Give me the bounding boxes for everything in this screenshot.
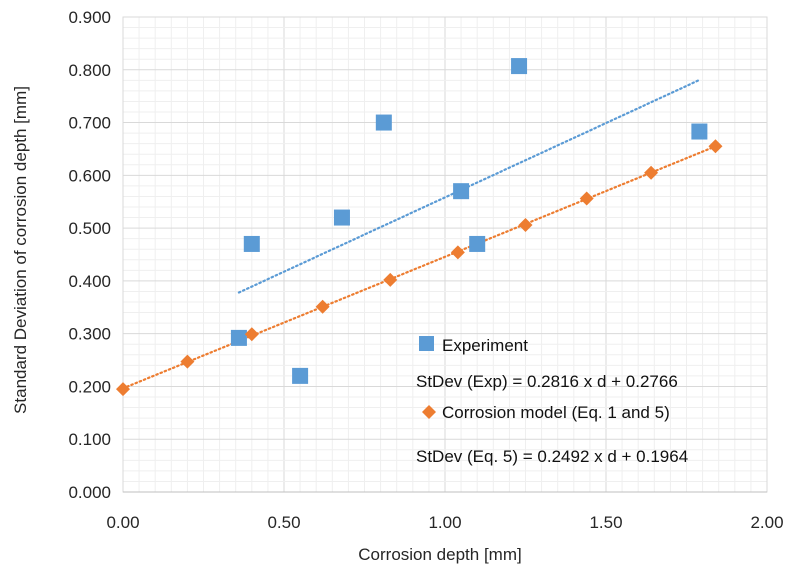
y-tick-label: 0.000 [68, 483, 111, 502]
y-axis-ticks: 0.000 0.100 0.200 0.300 0.400 0.500 0.600 0.700… [68, 8, 111, 502]
legend-equation-corrosion-model: StDev (Eq. 5) = 0.2492 x d + 0.1964 [416, 447, 688, 466]
corrosion-model-point [116, 382, 130, 397]
experiment-point [469, 235, 486, 252]
y-tick-label: 0.300 [68, 325, 111, 344]
x-tick-label: 1.50 [589, 513, 622, 532]
plot-area [122, 16, 768, 493]
x-tick-label: 1.00 [428, 513, 461, 532]
legend-equation-experiment: StDev (Exp) = 0.2816 x d + 0.2766 [416, 372, 678, 391]
y-tick-label: 0.700 [68, 114, 111, 133]
experiment-point [691, 123, 708, 140]
legend-label-corrosion-model: Corrosion model (Eq. 1 and 5) [442, 403, 670, 422]
y-tick-label: 0.100 [68, 430, 111, 449]
x-axis-ticks: 0.00 0.50 1.00 1.50 2.00 [106, 513, 783, 532]
legend: Experiment StDev (Exp) = 0.2816 x d + 0.… [416, 336, 688, 466]
corrosion-model-point [383, 272, 398, 287]
grid [123, 17, 767, 492]
experiment-point [292, 367, 309, 384]
y-tick-label: 0.400 [68, 272, 111, 291]
y-tick-label: 0.800 [68, 61, 111, 80]
x-tick-label: 0.00 [106, 513, 139, 532]
experiment-point [243, 235, 260, 252]
y-tick-label: 0.600 [68, 166, 111, 185]
x-tick-label: 0.50 [267, 513, 300, 532]
y-tick-label: 0.200 [68, 377, 111, 396]
trendline-corrosion-model [121, 145, 717, 390]
y-tick-label: 0.500 [68, 219, 111, 238]
experiment-point [453, 183, 470, 200]
legend-label-experiment: Experiment [442, 336, 528, 355]
corrosion-model-point [450, 245, 465, 260]
trendline-experiment [237, 78, 701, 294]
x-tick-label: 2.00 [750, 513, 783, 532]
y-tick-label: 0.900 [68, 8, 111, 27]
experiment-point [230, 329, 247, 346]
x-axis-title: Corrosion depth [mm] [358, 545, 521, 564]
experiment-point [511, 58, 528, 75]
trendlines [121, 78, 717, 390]
y-axis-title: Standard Deviation of corrosion depth [m… [11, 86, 30, 414]
legend-marker-experiment [419, 336, 434, 351]
experiment-point [333, 209, 350, 226]
experiment-point [375, 114, 392, 131]
corrosion-model-point [708, 139, 723, 154]
corrosion-model-point [244, 327, 259, 342]
corrosion-model-point [518, 217, 533, 232]
corrosion-model-point [180, 354, 195, 369]
data-markers [116, 58, 723, 397]
corrosion-model-point [315, 299, 330, 314]
legend-marker-corrosion-model [422, 405, 436, 419]
corrosion-model-point [579, 191, 594, 206]
corrosion-model-point [644, 165, 659, 180]
